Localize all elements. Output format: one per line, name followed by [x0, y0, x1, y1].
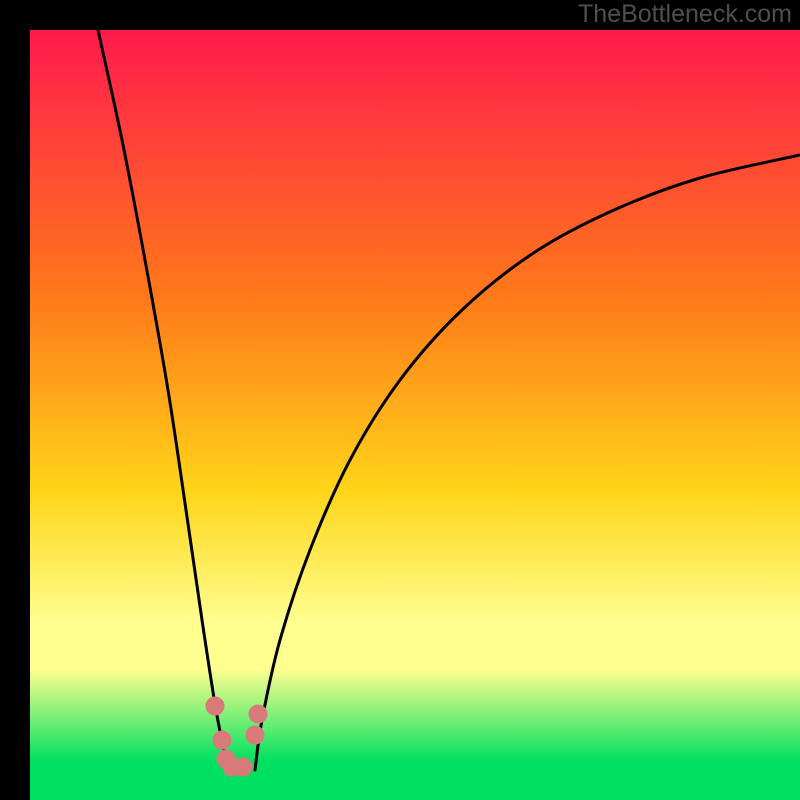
- chart-overlay: [0, 0, 800, 800]
- markers-group: [206, 697, 267, 776]
- data-marker: [206, 697, 224, 715]
- curve-right-branch: [255, 155, 800, 770]
- data-marker: [213, 731, 231, 749]
- data-marker: [246, 726, 264, 744]
- curve-left-branch: [98, 30, 228, 770]
- data-marker: [234, 758, 252, 776]
- data-marker: [249, 705, 267, 723]
